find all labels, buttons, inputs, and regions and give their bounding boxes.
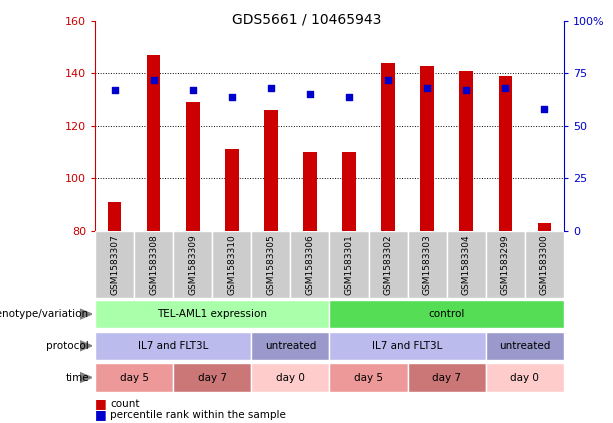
Bar: [421, 66, 434, 231]
Bar: [486, 363, 564, 392]
Bar: [134, 231, 173, 298]
Text: GSM1583309: GSM1583309: [188, 234, 197, 295]
Text: day 5: day 5: [120, 373, 148, 382]
Bar: [251, 332, 330, 360]
Bar: [147, 55, 161, 231]
Bar: [368, 231, 408, 298]
Point: [383, 77, 393, 83]
Text: GSM1583304: GSM1583304: [462, 234, 471, 295]
Point: [227, 93, 237, 100]
Bar: [173, 363, 251, 392]
Text: day 0: day 0: [276, 373, 305, 382]
Bar: [225, 149, 238, 231]
Bar: [330, 300, 564, 328]
Bar: [186, 102, 200, 231]
Bar: [212, 231, 251, 298]
Text: percentile rank within the sample: percentile rank within the sample: [110, 409, 286, 420]
Polygon shape: [80, 309, 92, 319]
Bar: [486, 332, 564, 360]
Text: genotype/variation: genotype/variation: [0, 309, 89, 319]
Bar: [486, 231, 525, 298]
Text: GSM1583307: GSM1583307: [110, 234, 119, 295]
Text: day 5: day 5: [354, 373, 383, 382]
Text: GSM1583303: GSM1583303: [423, 234, 432, 295]
Bar: [447, 231, 486, 298]
Bar: [95, 363, 173, 392]
Text: day 7: day 7: [432, 373, 461, 382]
Bar: [498, 76, 512, 231]
Bar: [291, 231, 330, 298]
Point: [462, 87, 471, 93]
Text: untreated: untreated: [265, 341, 316, 351]
Text: GDS5661 / 10465943: GDS5661 / 10465943: [232, 13, 381, 27]
Bar: [381, 63, 395, 231]
Text: untreated: untreated: [499, 341, 550, 351]
Point: [539, 106, 549, 113]
Bar: [251, 363, 330, 392]
Text: TEL-AML1 expression: TEL-AML1 expression: [158, 309, 267, 319]
Text: day 7: day 7: [198, 373, 227, 382]
Bar: [330, 363, 408, 392]
Point: [500, 85, 510, 91]
Bar: [173, 231, 212, 298]
Bar: [108, 202, 121, 231]
Bar: [264, 110, 278, 231]
Text: control: control: [428, 309, 465, 319]
Text: IL7 and FLT3L: IL7 and FLT3L: [373, 341, 443, 351]
Polygon shape: [80, 373, 92, 382]
Bar: [538, 222, 551, 231]
Text: time: time: [65, 373, 89, 382]
Bar: [408, 231, 447, 298]
Text: day 0: day 0: [511, 373, 539, 382]
Bar: [251, 231, 291, 298]
Point: [266, 85, 276, 91]
Text: GSM1583301: GSM1583301: [345, 234, 354, 295]
Point: [305, 91, 315, 98]
Text: GSM1583306: GSM1583306: [305, 234, 314, 295]
Point: [110, 87, 120, 93]
Polygon shape: [80, 341, 92, 351]
Text: IL7 and FLT3L: IL7 and FLT3L: [138, 341, 208, 351]
Text: GSM1583300: GSM1583300: [540, 234, 549, 295]
Bar: [303, 152, 317, 231]
Bar: [342, 152, 356, 231]
Text: ■: ■: [95, 408, 107, 421]
Point: [344, 93, 354, 100]
Bar: [459, 71, 473, 231]
Point: [188, 87, 197, 93]
Bar: [95, 231, 134, 298]
Bar: [330, 332, 485, 360]
Text: protocol: protocol: [46, 341, 89, 351]
Bar: [525, 231, 564, 298]
Point: [149, 77, 159, 83]
Text: ■: ■: [95, 398, 107, 410]
Bar: [95, 332, 251, 360]
Text: GSM1583308: GSM1583308: [149, 234, 158, 295]
Bar: [95, 300, 330, 328]
Text: count: count: [110, 399, 140, 409]
Bar: [330, 231, 368, 298]
Text: GSM1583305: GSM1583305: [267, 234, 275, 295]
Text: GSM1583302: GSM1583302: [384, 234, 392, 295]
Point: [422, 85, 432, 91]
Text: GSM1583310: GSM1583310: [227, 234, 236, 295]
Bar: [408, 363, 486, 392]
Text: GSM1583299: GSM1583299: [501, 234, 510, 295]
